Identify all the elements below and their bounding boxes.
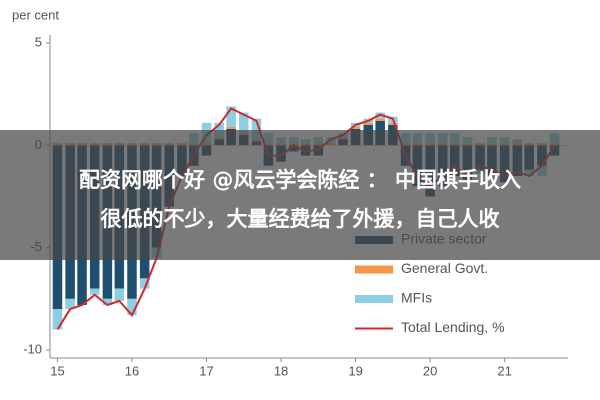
legend-label: MFIs (401, 290, 432, 306)
bar-segment (363, 122, 374, 125)
x-tick-label: 16 (125, 363, 139, 378)
overlay-line: 配资网哪个好 @风云学会陈经 ： 中国棋手收入 (79, 168, 521, 192)
x-tick-label: 21 (497, 363, 511, 378)
bar-segment (139, 278, 150, 289)
legend-label: Total Lending, % (401, 319, 505, 335)
legend-label: General Govt. (401, 260, 488, 276)
bar-segment (52, 309, 63, 330)
y-tick-label: -10 (23, 341, 42, 356)
bar-segment (350, 126, 361, 129)
bar-segment (226, 126, 236, 129)
legend-item: General Govt. (355, 260, 488, 276)
y-tick-label: 5 (35, 34, 42, 49)
overlay-line: 很低的不少，大量经费给了外援，自己人收 (101, 207, 500, 231)
legend-key (355, 265, 393, 274)
legend-key (355, 295, 393, 303)
x-tick-label: 18 (274, 363, 288, 378)
bar-segment (89, 288, 100, 295)
legend-item: Total Lending, % (355, 319, 505, 335)
bar-segment (388, 122, 398, 125)
legend-item: MFIs (355, 290, 432, 306)
bar-segment (226, 106, 236, 127)
bar-segment (214, 122, 224, 138)
x-tick-label: 15 (50, 363, 64, 378)
bar-segment (375, 118, 385, 121)
bar-segment (102, 298, 113, 305)
x-tick-label: 19 (348, 363, 362, 378)
bar-segment (239, 112, 249, 134)
bar-segment (127, 298, 137, 316)
y-axis-label: per cent (12, 7, 59, 22)
x-tick-label: 20 (423, 363, 437, 378)
bar-segment (65, 298, 75, 310)
x-tick-label: 17 (199, 363, 213, 378)
bar-segment (251, 118, 262, 140)
overlay-banner (0, 130, 600, 260)
bar-segment (114, 288, 125, 301)
